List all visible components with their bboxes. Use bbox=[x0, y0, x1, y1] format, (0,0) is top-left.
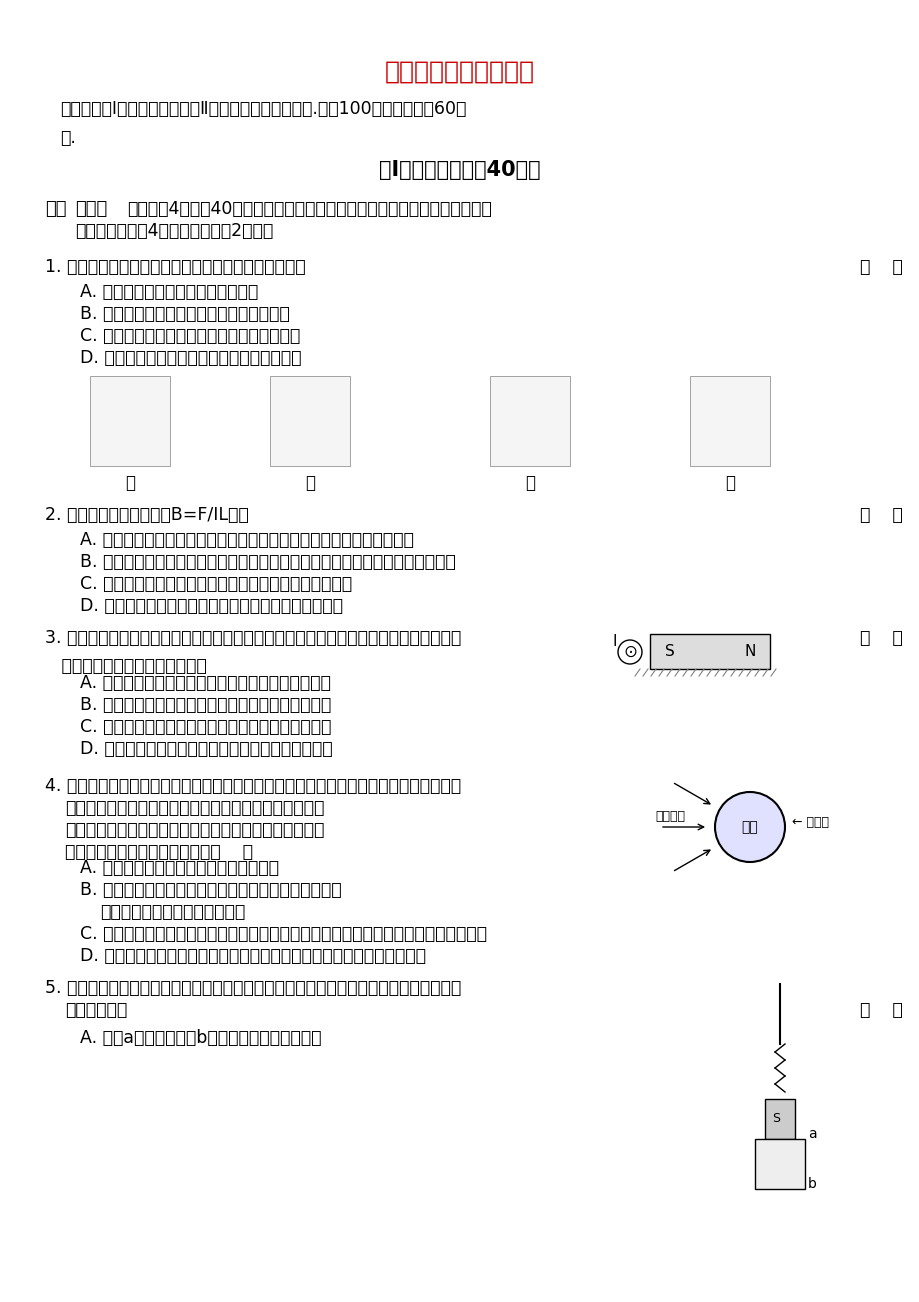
Text: C. 磁铁对桌面的压力增大，且受到向左的摩擦力作用: C. 磁铁对桌面的压力增大，且受到向左的摩擦力作用 bbox=[80, 717, 331, 736]
Text: 地球: 地球 bbox=[741, 820, 757, 835]
Text: 甲: 甲 bbox=[125, 474, 135, 492]
Text: B. 磁铁对桌面的压力减小，且受到向右的摩擦力作用: B. 磁铁对桌面的压力减小，且受到向右的摩擦力作用 bbox=[80, 697, 331, 713]
Bar bbox=[765, 1099, 794, 1139]
Text: 在磁场，地磁场能改变宇宙射线中带电粒对地球上的生命: 在磁场，地磁场能改变宇宙射线中带电粒对地球上的生命 bbox=[65, 822, 324, 838]
Text: C. 地磁场对垂直射向地球表面的宇宙射线的阻挡作用在南、北两极最弱，赤道附近最强: C. 地磁场对垂直射向地球表面的宇宙射线的阻挡作用在南、北两极最弱，赤道附近最强 bbox=[80, 924, 486, 943]
Text: 南、北两极最强，赤道附近最弱: 南、北两极最强，赤道附近最弱 bbox=[100, 904, 245, 921]
Text: 选择题: 选择题 bbox=[75, 201, 108, 217]
Text: S: S bbox=[664, 644, 674, 660]
Text: 本试卷分第Ⅰ卷（选择题）和第Ⅱ卷（非选择题）两部分.满分100分，考试用时60分
钟.: 本试卷分第Ⅰ卷（选择题）和第Ⅱ卷（非选择题）两部分.满分100分，考试用时60分… bbox=[60, 100, 466, 147]
Text: （    ）: （ ） bbox=[859, 258, 902, 276]
Text: （    ）: （ ） bbox=[859, 1001, 902, 1019]
Bar bbox=[90, 376, 170, 466]
Text: 2. 由磁感应强度的定义式B=F/IL可知: 2. 由磁感应强度的定义式B=F/IL可知 bbox=[45, 506, 248, 523]
Text: D. 丁图中，当电流方向相反时，导线相互远离: D. 丁图中，当电流方向相反时，导线相互远离 bbox=[80, 349, 301, 367]
Bar bbox=[269, 376, 349, 466]
Text: 第Ⅰ卷（选择题，共40分）: 第Ⅰ卷（选择题，共40分） bbox=[379, 160, 540, 180]
Text: 丁: 丁 bbox=[724, 474, 734, 492]
Text: b: b bbox=[807, 1177, 816, 1191]
Text: （    ）: （ ） bbox=[859, 506, 902, 523]
Text: ⊙: ⊙ bbox=[622, 643, 636, 661]
Circle shape bbox=[714, 792, 784, 862]
Text: A. 若将a接电源正极，b接负极，弹簧秤示数减小: A. 若将a接电源正极，b接负极，弹簧秤示数减小 bbox=[80, 1029, 321, 1047]
Text: I: I bbox=[612, 634, 617, 650]
Text: 5. 如图所示，弹簧秤下挂一条形磁铁，其中条形磁铁的一半位于未通电的螺线管内，下列: 5. 如图所示，弹簧秤下挂一条形磁铁，其中条形磁铁的一半位于未通电的螺线管内，下… bbox=[45, 979, 460, 997]
Text: 4. 从太阳或其他星体上放射出的宇宙射线中含有大量的高能带电粒子，这些高能粒子流到: 4. 从太阳或其他星体上放射出的宇宙射线中含有大量的高能带电粒子，这些高能粒子流… bbox=[45, 777, 460, 796]
Text: B. 通电导线放在磁场中某处不受安培力的作用时，则该处的磁感应强度一定为零: B. 通电导线放在磁场中某处不受安培力的作用时，则该处的磁感应强度一定为零 bbox=[80, 553, 455, 572]
Bar bbox=[689, 376, 769, 466]
Bar bbox=[754, 1139, 804, 1189]
Text: D. 磁场中某点的磁感应强度与该点是否放通电导线无关: D. 磁场中某点的磁感应强度与该点是否放通电导线无关 bbox=[80, 598, 343, 615]
Text: 宇宙射线: 宇宙射线 bbox=[654, 811, 685, 823]
Bar bbox=[490, 376, 570, 466]
Bar bbox=[650, 634, 769, 669]
Text: 第三章磁场同步测试题: 第三章磁场同步测试题 bbox=[384, 60, 535, 85]
Text: 的，全部选对得4分，对而不全得2分。）: 的，全部选对得4分，对而不全得2分。） bbox=[75, 223, 273, 240]
Text: N: N bbox=[744, 644, 755, 660]
Text: a: a bbox=[807, 1128, 816, 1141]
Text: ← 地磁场: ← 地磁场 bbox=[791, 815, 828, 828]
Text: S: S bbox=[771, 1112, 779, 1125]
Text: 乙: 乙 bbox=[305, 474, 314, 492]
Text: C. 丙图中，当电流方向相同时，导线相互靠近: C. 丙图中，当电流方向相同时，导线相互靠近 bbox=[80, 327, 300, 345]
Text: A. 甲图中，导线通电后磁针发生偏转: A. 甲图中，导线通电后磁针发生偏转 bbox=[80, 283, 258, 301]
Circle shape bbox=[618, 641, 641, 664]
Text: A. 地磁场对宇宙射线的阻挡作用各处相同: A. 地磁场对宇宙射线的阻挡作用各处相同 bbox=[80, 859, 278, 878]
Text: 达地球会对地球上的生命带来危害，但是由于地球周围存: 达地球会对地球上的生命带来危害，但是由于地球周围存 bbox=[65, 799, 324, 816]
Text: D. 磁铁对桌面的压力减小，且受到向左的摩擦力作用: D. 磁铁对桌面的压力减小，且受到向左的摩擦力作用 bbox=[80, 740, 333, 758]
Text: B. 乙图中，通电导线在磁场中受到力的作用: B. 乙图中，通电导线在磁场中受到力的作用 bbox=[80, 305, 289, 323]
Text: 丙: 丙 bbox=[525, 474, 535, 492]
Text: （每小题4分，共40分。在每小题给出的四个选项中，至少有一个选项是正确: （每小题4分，共40分。在每小题给出的四个选项中，至少有一个选项是正确 bbox=[127, 201, 492, 217]
Text: B. 地磁场对垂直射向地球表面的宇宙射线的阻挡作用在: B. 地磁场对垂直射向地球表面的宇宙射线的阻挡作用在 bbox=[80, 881, 341, 898]
Text: D. 地磁场会使沿地球赤道平面内射来的宇宙射线中的带电粒子向两极偏转: D. 地磁场会使沿地球赤道平面内射来的宇宙射线中的带电粒子向两极偏转 bbox=[80, 947, 425, 965]
Text: A. 磁铁对桌面的压力增大，且受到向右的摩擦力作用: A. 磁铁对桌面的压力增大，且受到向右的摩擦力作用 bbox=[80, 674, 331, 691]
Text: 说法正确的是: 说法正确的是 bbox=[65, 1001, 127, 1019]
Text: C. 同一条通电导线放在磁场中某处所受的磁场力是一定的: C. 同一条通电导线放在磁场中某处所受的磁场力是一定的 bbox=[80, 575, 352, 592]
Text: A. 若某处的磁感应强度为零，则通电导线放在该处所受安培力一定为零: A. 若某处的磁感应强度为零，则通电导线放在该处所受安培力一定为零 bbox=[80, 531, 414, 549]
Text: 起到保护作用，如图所示。那么（    ）: 起到保护作用，如图所示。那么（ ） bbox=[65, 842, 253, 861]
Text: 1. 下列四个实验现象中，不能表明电流能产生磁场的是: 1. 下列四个实验现象中，不能表明电流能产生磁场的是 bbox=[45, 258, 305, 276]
Text: 3. 如图所示，一条形磁铁放在水平桌面上，在其左上方固定一根与磁铁垂直的长直导线，
   当导线中通以图示方向的电流时: 3. 如图所示，一条形磁铁放在水平桌面上，在其左上方固定一根与磁铁垂直的长直导线… bbox=[45, 629, 460, 674]
Text: 一、: 一、 bbox=[45, 201, 66, 217]
Text: （    ）: （ ） bbox=[859, 629, 902, 647]
